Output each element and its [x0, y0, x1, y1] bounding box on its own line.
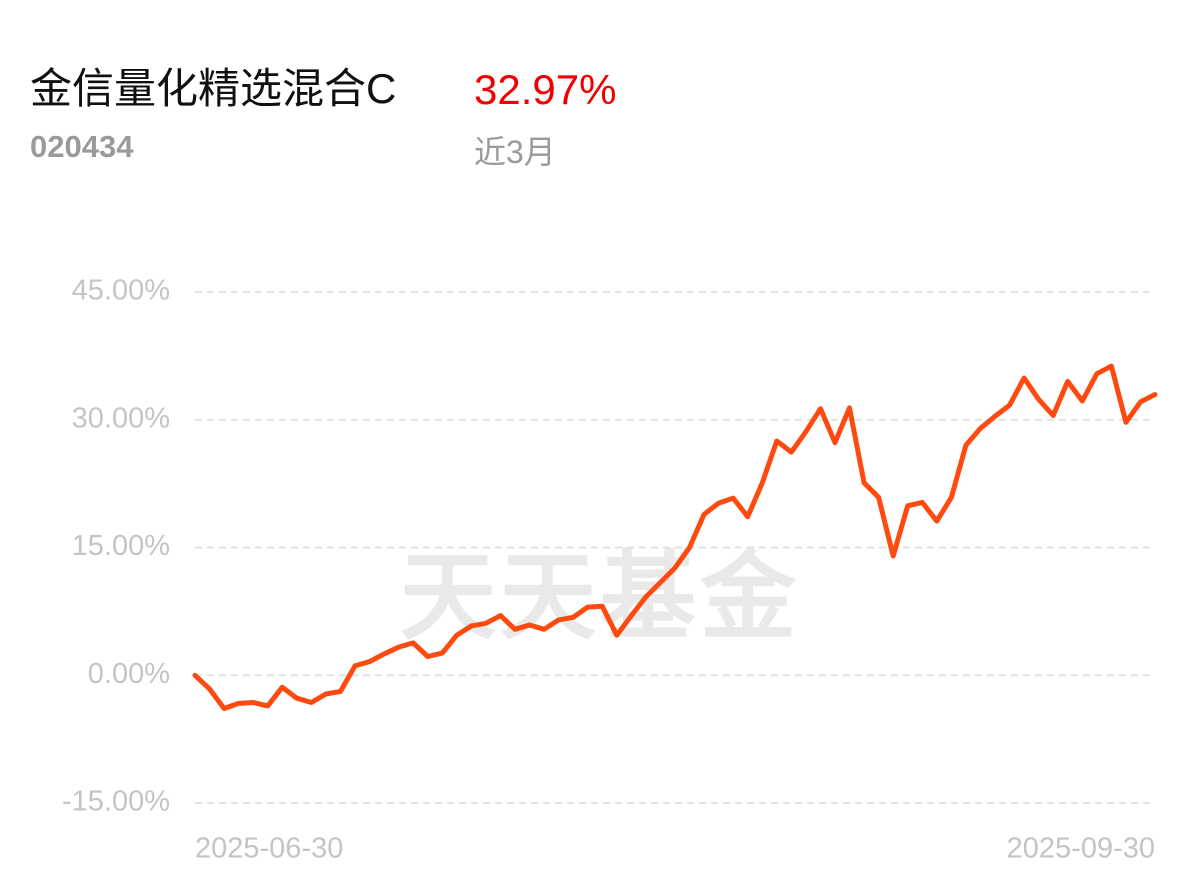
y-tick-label: -15.00% — [62, 786, 170, 818]
y-tick-label: 30.00% — [72, 402, 170, 434]
y-tick-label: 45.00% — [72, 275, 170, 307]
fund-name: 金信量化精选混合C — [30, 65, 396, 112]
period-label: 近3月 — [474, 134, 556, 170]
period-return: 32.97% — [474, 66, 616, 113]
y-tick-label: 0.00% — [88, 658, 170, 690]
x-tick-label: 2025-09-30 — [1007, 833, 1155, 865]
y-tick-label: 15.00% — [72, 530, 170, 562]
watermark: 天天基金 — [400, 544, 800, 651]
fund-code: 020434 — [30, 129, 134, 164]
x-tick-label: 2025-06-30 — [195, 833, 343, 865]
series-line — [192, 363, 1158, 711]
